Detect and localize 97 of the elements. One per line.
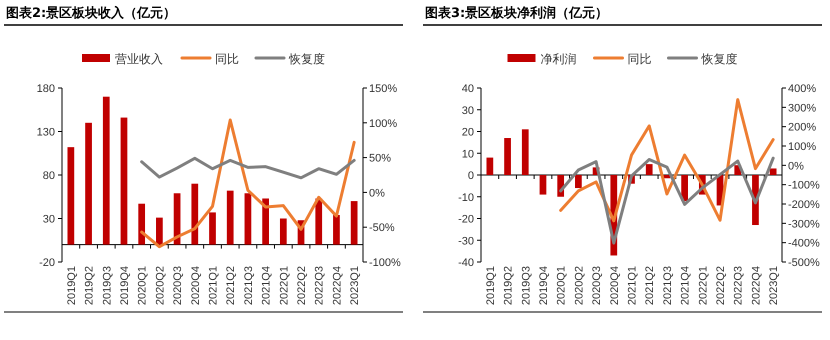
chart-title: 图表2:景区板块收入（亿元）: [6, 5, 176, 21]
x-tick-label: 2019Q4: [118, 266, 131, 306]
x-tick-label: 2020Q3: [591, 266, 604, 306]
bar: [522, 129, 529, 175]
legend-label: 同比: [628, 52, 652, 66]
bar: [67, 147, 74, 245]
x-tick-label: 2019Q3: [520, 266, 532, 306]
x-tick-label: 2023Q1: [349, 266, 362, 306]
x-tick-label: 2022Q1: [278, 266, 290, 306]
bar: [156, 218, 163, 245]
y2-tick-label: -300%: [788, 218, 820, 230]
y2-tick-label: 50%: [369, 152, 392, 165]
y-tick-label: 180: [36, 83, 55, 95]
x-tick-label: 2019Q2: [84, 266, 96, 306]
y2-tick-label: 100%: [369, 118, 398, 130]
x-tick-label: 2022Q4: [331, 266, 344, 306]
legend-label: 恢复度: [288, 52, 325, 66]
y-tick-label: 20: [462, 126, 474, 138]
y2-tick-label: -500%: [788, 257, 820, 269]
x-tick-label: 2021Q1: [626, 266, 638, 306]
bar: [333, 215, 340, 245]
y-tick-label: -10: [458, 192, 474, 204]
line-series: [559, 156, 775, 245]
y2-tick-label: 200%: [788, 122, 816, 134]
bar: [102, 96, 110, 245]
y-tick-label: 130: [36, 126, 55, 138]
y2-tick-label: 150%: [369, 83, 398, 95]
y-tick-label: -40: [458, 257, 474, 269]
y2-tick-label: 100%: [788, 141, 816, 153]
x-tick-label: 2020Q4: [608, 266, 621, 306]
legend-label: 净利润: [540, 52, 576, 66]
x-tick-label: 2022Q3: [314, 266, 326, 306]
x-tick-label: 2019Q1: [66, 266, 78, 306]
x-tick-label: 2022Q2: [296, 266, 308, 306]
x-tick-label: 2020Q4: [190, 266, 202, 306]
y2-tick-label: 0%: [369, 187, 386, 200]
bar: [504, 138, 511, 175]
x-tick-label: 2019Q4: [538, 266, 550, 306]
bar: [120, 118, 128, 245]
x-tick-label: 2021Q1: [208, 266, 220, 306]
x-tick-label: 2022Q2: [715, 266, 728, 306]
bar: [191, 184, 198, 245]
x-tick-label: 2020Q2: [573, 266, 586, 306]
chart-title: 图表3:景区板块净利润（亿元）: [425, 5, 608, 21]
x-tick-label: 2023Q1: [768, 266, 780, 306]
bar: [770, 168, 777, 175]
x-tick-label: 2021Q3: [242, 266, 255, 306]
x-tick-label: 2020Q2: [154, 266, 166, 306]
y-tick-label: 0: [468, 170, 474, 182]
y2-tick-label: -200%: [788, 199, 820, 211]
x-tick-label: 2021Q4: [260, 266, 273, 306]
y-tick-label: 10: [462, 148, 474, 160]
x-tick-label: 2021Q2: [225, 266, 238, 306]
legend-label: 恢复度: [700, 52, 738, 66]
legend-label: 营业收入: [115, 52, 163, 66]
x-tick-label: 2021Q3: [662, 266, 674, 306]
y-tick-label: -20: [39, 257, 55, 269]
y-tick-label: 30: [462, 104, 474, 117]
bar: [646, 164, 653, 175]
y2-tick-label: 0%: [788, 160, 804, 172]
x-tick-label: 2019Q3: [101, 266, 114, 306]
y-tick-label: 80: [42, 170, 55, 182]
bar: [138, 204, 146, 245]
x-tick-label: 2019Q2: [502, 266, 515, 306]
legend-label: 同比: [215, 52, 239, 66]
x-tick-label: 2020Q1: [556, 266, 568, 306]
bar: [244, 193, 252, 245]
x-tick-label: 2022Q3: [732, 266, 745, 306]
y-tick-label: 30: [42, 214, 55, 226]
y2-tick-label: -100%: [788, 180, 820, 192]
bar: [226, 190, 234, 245]
x-tick-label: 2022Q1: [697, 266, 710, 306]
x-tick-label: 2020Q3: [172, 266, 184, 306]
bar: [350, 201, 358, 245]
x-tick-label: 2019Q1: [484, 266, 497, 306]
y2-tick-label: -100%: [369, 257, 402, 269]
bar: [209, 212, 216, 245]
bar: [85, 122, 92, 245]
x-tick-label: 2021Q4: [680, 266, 692, 306]
line-series: [140, 118, 356, 248]
bar: [540, 175, 546, 195]
y2-tick-label: -400%: [788, 238, 820, 250]
x-tick-label: 2020Q1: [136, 266, 149, 306]
bar: [280, 218, 287, 245]
x-tick-label: 2021Q2: [644, 266, 656, 306]
x-tick-label: 2022Q4: [750, 266, 762, 306]
y-tick-label: 40: [462, 83, 474, 95]
bar: [486, 158, 494, 175]
line-series: [559, 98, 775, 222]
y-tick-label: -20: [458, 214, 474, 226]
y2-tick-label: -50%: [369, 222, 395, 234]
line-series: [140, 156, 356, 180]
y2-tick-label: 300%: [788, 102, 816, 114]
bar: [575, 175, 582, 188]
y-tick-label: -30: [458, 235, 474, 248]
bar: [174, 193, 180, 245]
y2-tick-label: 400%: [788, 83, 816, 95]
